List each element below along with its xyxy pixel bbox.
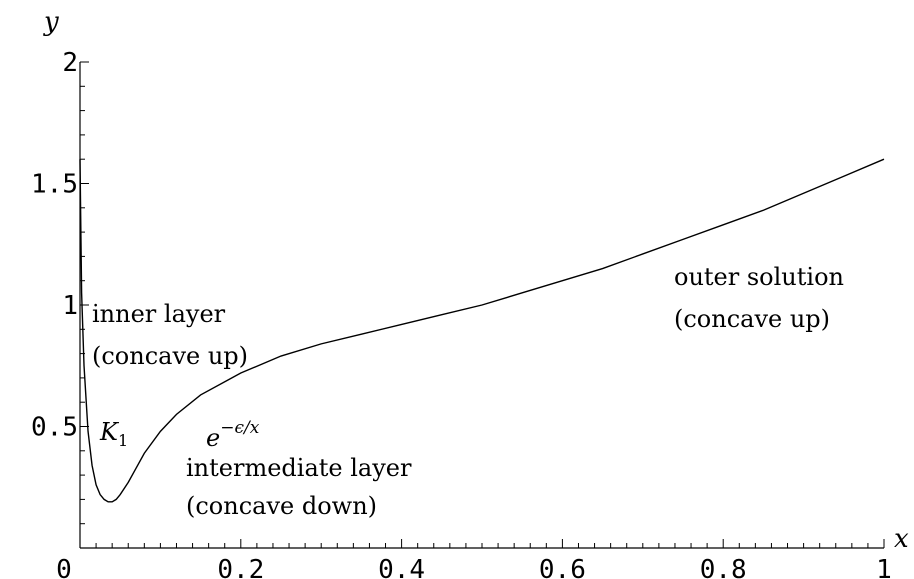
intermediate-layer-concavity: (concave down) [186,492,377,520]
ticks [79,61,885,549]
exp-label: e−ϵ/x [206,418,260,452]
y-tick-label: 1 [62,291,78,321]
x-tick-label: 0.2 [217,555,264,579]
k1-subscript: 1 [118,431,128,450]
tick-labels: 0 0.2 0.4 0.6 0.8 1 0.5 1 1.5 2 [31,48,892,579]
y-tick-label: 0.5 [31,413,78,443]
intermediate-layer-label: intermediate layer [186,454,412,482]
k1-label: K1 [99,418,128,450]
exp-base: e [206,424,220,452]
y-axis-label: y [43,7,59,37]
x-axis-label: x [894,524,909,554]
outer-solution-label: outer solution [674,263,844,291]
x-tick-label: 0.4 [378,555,425,579]
solution-curve [79,158,885,503]
y-tick-label: 1.5 [31,170,78,200]
inner-layer-concavity: (concave up) [92,342,248,370]
k1-letter: K [99,418,120,446]
x-tick-label: 0.6 [539,555,586,579]
exp-power: −ϵ/x [220,418,259,438]
inner-layer-label: inner layer [92,300,226,328]
x-tick-label: 1 [876,555,892,579]
x-tick-label: 0.8 [700,555,747,579]
y-tick-label: 2 [62,48,78,78]
outer-solution-concavity: (concave up) [674,305,830,333]
x-tick-label: 0 [56,555,72,579]
